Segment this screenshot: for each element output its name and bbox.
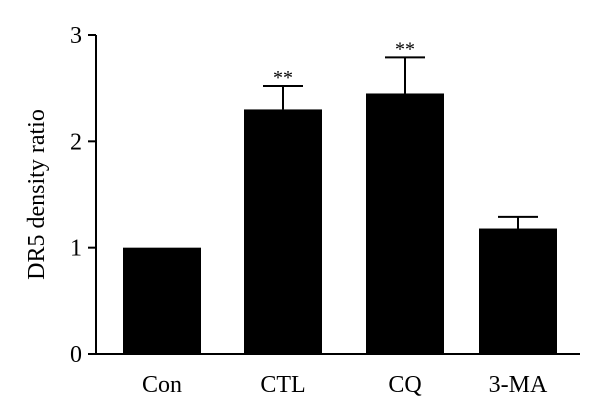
significance-label: ** (273, 67, 293, 89)
y-axis-label: DR5 density ratio (24, 109, 50, 280)
x-tick-label: 3-MA (489, 372, 548, 398)
bar (366, 93, 444, 354)
y-axis-ticks: 0 1 2 3 (70, 23, 96, 368)
y-tick-label: 1 (70, 236, 82, 262)
y-tick-label: 2 (70, 129, 82, 155)
y-tick-label: 0 (70, 342, 82, 368)
x-tick-label: CTL (260, 372, 305, 398)
y-tick-label: 3 (70, 23, 82, 49)
bar (123, 247, 201, 354)
bar (244, 109, 322, 354)
bar (479, 228, 557, 354)
x-tick-label: Con (142, 372, 182, 398)
x-tick-label: CQ (388, 372, 421, 398)
bar-series: ** ** (123, 38, 557, 354)
significance-label: ** (395, 38, 415, 60)
x-axis-labels: Con CTL CQ 3-MA (142, 372, 548, 398)
